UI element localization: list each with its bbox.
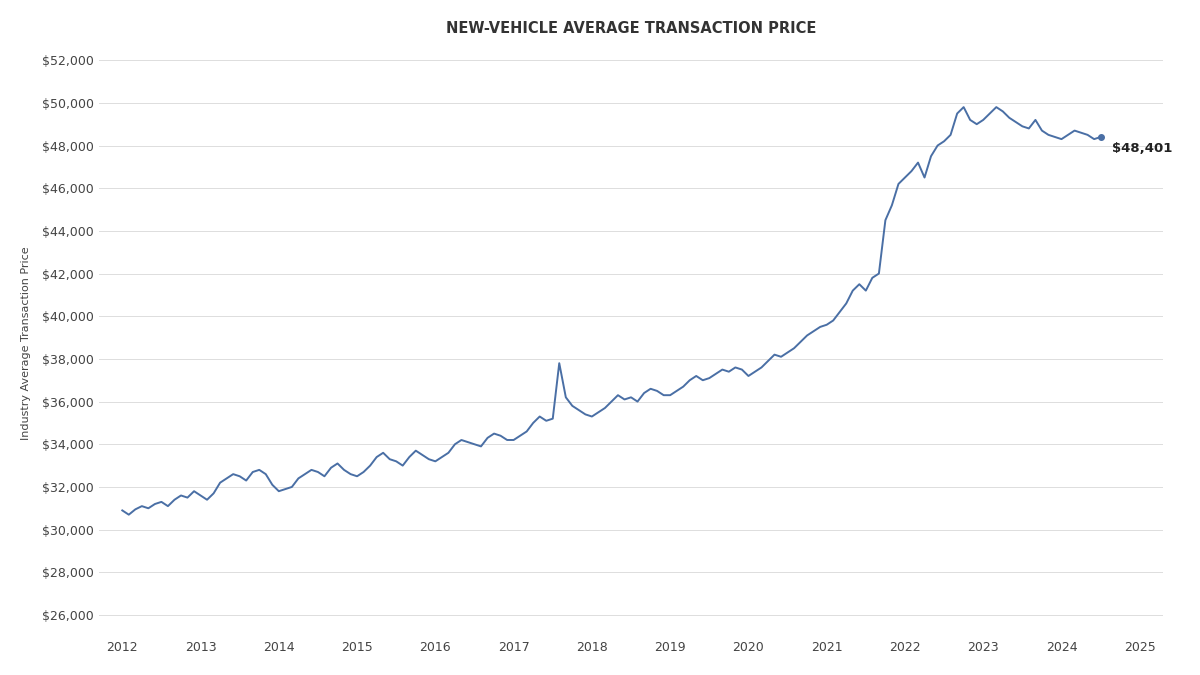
- Text: $48,401: $48,401: [1112, 142, 1172, 155]
- Title: NEW-VEHICLE AVERAGE TRANSACTION PRICE: NEW-VEHICLE AVERAGE TRANSACTION PRICE: [446, 21, 816, 36]
- Y-axis label: Industry Average Transaction Price: Industry Average Transaction Price: [20, 246, 31, 439]
